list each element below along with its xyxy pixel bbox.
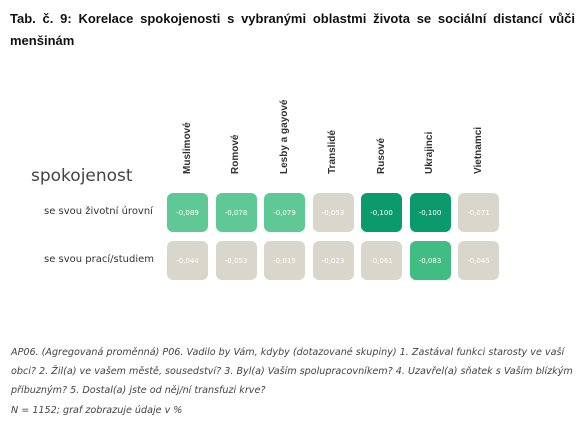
correlation-heatmap: spokojenost Muslimové Romové Lesby a gayov… — [31, 99, 499, 280]
row-label: se svou životní úrovní — [44, 205, 153, 217]
heatmap-cell: -0,078 — [215, 193, 257, 232]
heatmap-cell: -0,053 — [312, 193, 354, 232]
column-label: Muslimové — [181, 122, 193, 174]
column-label: Ukrajinci — [424, 131, 435, 174]
column-label: Romové — [230, 134, 241, 174]
heatmap-cell: -0,100 — [409, 193, 451, 232]
heatmap-cell: -0,071 — [458, 193, 499, 232]
heatmap-cell: -0,100 — [361, 193, 402, 232]
heatmap-cell: -0,023 — [312, 241, 354, 280]
heatmap-cell: -0,053 — [215, 241, 257, 280]
heatmap-cell: -0,045 — [458, 241, 499, 280]
question-note: AP06. (Agregovaná proměnná) P06. Vadilo … — [11, 347, 573, 396]
column-label: Rusové — [375, 137, 387, 174]
heatmap-cell: -0,083 — [409, 241, 451, 280]
row-label: se svou prací/studiem — [44, 253, 155, 265]
heatmap-cell: -0,015 — [264, 241, 305, 280]
sample-note: N = 1152; graf zobrazuje údaje v % — [11, 405, 183, 416]
heatmap-cell: -0,089 — [167, 193, 208, 232]
column-label: Vietnamci — [472, 126, 484, 174]
heatmap-legend-title: spokojenost — [31, 166, 133, 186]
column-label: Lesby a gayové — [278, 99, 290, 174]
page-title: Tab. č. 9: Korelace spokojenosti s vybra… — [10, 11, 575, 48]
heatmap-cell: -0,044 — [167, 241, 208, 280]
column-label: Translidé — [327, 130, 338, 174]
heatmap-cell: -0,079 — [264, 193, 305, 232]
heatmap-cell: -0,061 — [361, 241, 402, 280]
